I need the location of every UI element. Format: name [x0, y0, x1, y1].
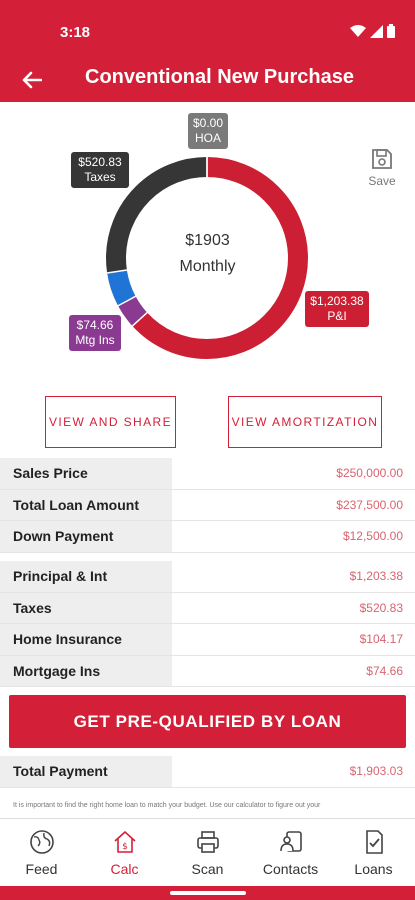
- donut-separator: [106, 269, 128, 274]
- row-label: Taxes: [0, 592, 172, 623]
- status-bar: 3:18: [0, 0, 415, 62]
- nav-label: Feed: [25, 861, 58, 877]
- gesture-handle[interactable]: [170, 891, 246, 895]
- table-row: Down Payment $12,500.00: [0, 521, 415, 553]
- donut-separator: [116, 295, 137, 307]
- app-bar: Conventional New Purchase: [0, 62, 415, 102]
- row-label: Sales Price: [0, 458, 172, 489]
- row-label: Down Payment: [0, 521, 172, 552]
- loan-summary: Sales Price $250,000.00 Total Loan Amoun…: [0, 458, 415, 553]
- document-check-icon: [365, 830, 383, 854]
- nav-item-contacts[interactable]: Contacts: [249, 819, 332, 886]
- row-label: Total Loan Amount: [0, 489, 172, 520]
- globe-icon: [29, 830, 54, 854]
- nav-item-feed[interactable]: Feed: [0, 819, 83, 886]
- contacts-icon: [279, 831, 302, 852]
- payment-breakdown: Principal & Int $1,203.38 Taxes $520.83 …: [0, 561, 415, 687]
- chart-tag-pi-name: P&I: [327, 309, 347, 323]
- disclaimer-text: It is important to find the right home l…: [13, 802, 321, 809]
- status-icons: [350, 24, 395, 38]
- chart-tag-taxes: $520.83 Taxes: [71, 152, 129, 188]
- chart-tag-taxes-name: Taxes: [84, 170, 116, 184]
- chart-tag-mi: $74.66 Mtg Ins: [69, 315, 121, 351]
- table-row: Principal & Int $1,203.38: [0, 561, 415, 593]
- signal-icon: [370, 24, 383, 38]
- chart-tag-hoa: $0.00 HOA: [188, 113, 228, 149]
- floppy-disk-icon: [372, 149, 392, 169]
- row-label: Home Insurance: [0, 624, 172, 655]
- view-and-share-button[interactable]: VIEW AND SHARE: [45, 396, 176, 448]
- gesture-bar: [0, 886, 415, 900]
- row-value[interactable]: $12,500.00: [342, 529, 403, 544]
- svg-text:$: $: [122, 842, 128, 852]
- battery-icon: [387, 24, 395, 38]
- page-title: Conventional New Purchase: [85, 66, 354, 88]
- nav-label: Loans: [354, 861, 393, 877]
- chart-tag-mi-name: Mtg Ins: [75, 333, 115, 347]
- chart-tag-hoa-amount: $0.00: [192, 116, 224, 130]
- save-label: Save: [368, 174, 396, 188]
- get-prequalified-button[interactable]: GET PRE-QUALIFIED BY LOAN: [9, 695, 406, 748]
- chart-tag-mi-amount: $74.66: [76, 318, 114, 332]
- chart-tag-pi: $1,203.38 P&I: [305, 291, 369, 327]
- row-value[interactable]: $520.83: [359, 600, 403, 615]
- row-label: Total Payment: [0, 756, 172, 787]
- row-value: $1,903.03: [349, 764, 403, 779]
- donut-chart: [106, 156, 308, 359]
- back-button[interactable]: [16, 64, 48, 96]
- chart-center-label: Monthly: [179, 258, 236, 275]
- save-button[interactable]: Save: [367, 148, 397, 188]
- table-row: Total Payment $1,903.03: [0, 756, 415, 788]
- table-row: Sales Price $250,000.00: [0, 458, 415, 490]
- chart-center-amount: $1903: [185, 232, 230, 249]
- nav-label: Calc: [110, 861, 139, 877]
- row-value[interactable]: $250,000.00: [336, 466, 403, 481]
- action-buttons: VIEW AND SHARE VIEW AMORTIZATION: [0, 396, 415, 448]
- nav-label: Scan: [191, 861, 224, 877]
- chart-tag-pi-amount: $1,203.38: [310, 294, 364, 308]
- chart-tag-taxes-amount: $520.83: [78, 155, 122, 169]
- nav-label: Contacts: [262, 861, 319, 877]
- total-payment: Total Payment $1,903.03: [0, 756, 415, 788]
- row-value[interactable]: $1,203.38: [349, 569, 403, 584]
- row-label: Mortgage Ins: [0, 655, 172, 686]
- row-label: Principal & Int: [0, 561, 172, 592]
- row-value[interactable]: $104.17: [359, 632, 403, 647]
- nav-item-calc[interactable]: $ Calc: [83, 819, 166, 886]
- row-value[interactable]: $74.66: [366, 663, 403, 678]
- status-time: 3:18: [60, 24, 91, 41]
- table-row: Total Loan Amount $237,500.00: [0, 489, 415, 521]
- view-amortization-button[interactable]: VIEW AMORTIZATION: [228, 396, 382, 448]
- chart-tag-hoa-name: HOA: [194, 131, 221, 145]
- printer-icon: [196, 831, 219, 853]
- donut-separator: [131, 311, 149, 328]
- payment-chart: $1903 Monthly $0.00 HOA $520.83 Taxes $1…: [0, 102, 415, 392]
- nav-item-loans[interactable]: Loans: [332, 819, 415, 886]
- arrow-left-icon: [22, 71, 42, 89]
- bottom-nav: Feed $ Calc Scan Contacts Loans: [0, 818, 415, 886]
- table-row: Taxes $520.83: [0, 592, 415, 624]
- calculator-house-icon: $: [113, 831, 136, 853]
- nav-item-scan[interactable]: Scan: [166, 819, 249, 886]
- row-value[interactable]: $237,500.00: [336, 497, 403, 512]
- wifi-icon: [350, 24, 366, 37]
- table-row: Home Insurance $104.17: [0, 624, 415, 656]
- table-row: Mortgage Ins $74.66: [0, 655, 415, 687]
